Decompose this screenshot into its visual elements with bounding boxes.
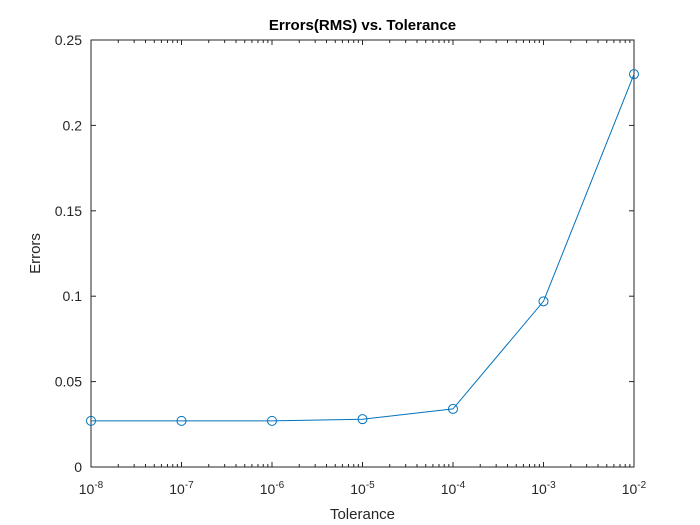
x-tick-labels: 10-8 10-7 10-6 10-5 10-4 10-3 10-2 (79, 480, 647, 497)
x-tick-label: 10-8 (79, 480, 104, 497)
data-point-marker (448, 403, 458, 414)
y-tick-label: 0.25 (55, 32, 82, 48)
y-axis-label: Errors (27, 233, 44, 274)
series-layer (86, 69, 639, 426)
y-tick-label: 0.2 (63, 117, 83, 133)
x-tick-label: 10-4 (441, 480, 466, 497)
x-tick-label: 10-5 (350, 480, 375, 497)
data-point-marker (267, 415, 277, 426)
data-point-marker (357, 414, 368, 425)
data-point-marker (86, 415, 96, 426)
series-line (91, 74, 635, 422)
y-tick-label: 0.1 (63, 288, 83, 304)
x-tick-label: 10-7 (169, 480, 194, 497)
x-tick-label: 10-3 (531, 480, 556, 497)
y-tick-labels: 0 0.05 0.1 0.15 0.2 0.25 (55, 32, 82, 475)
y-tick-label: 0 (74, 459, 82, 475)
x-axis-label: Tolerance (330, 506, 395, 523)
x-tick-label: 10-2 (622, 480, 647, 497)
data-point-marker (629, 69, 639, 80)
data-point-marker (176, 415, 187, 426)
x-tick-label: 10-6 (260, 480, 285, 497)
axes-box (90, 39, 635, 468)
plot-area (91, 40, 634, 467)
y-tick-label: 0.05 (55, 374, 82, 390)
chart-title: Errors(RMS) vs. Tolerance (269, 17, 456, 34)
data-point-marker (538, 296, 549, 307)
y-tick-label: 0.15 (55, 203, 82, 219)
